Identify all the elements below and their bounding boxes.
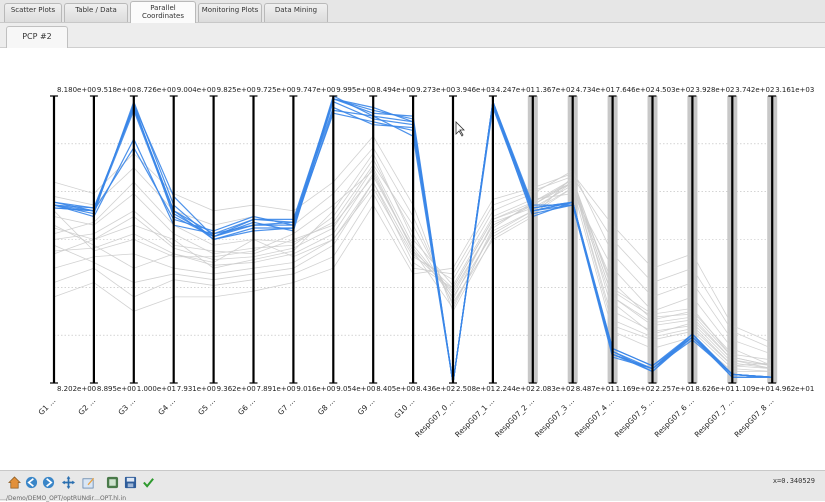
axis-name-label: G4 …: [156, 396, 177, 417]
axis-name-label: G8 …: [316, 396, 337, 417]
sub-tab-bar: PCP #2: [0, 23, 825, 48]
axis-max-label: 8.180e+00: [57, 86, 96, 94]
axis-name-label: G5 …: [196, 396, 217, 417]
save-icon[interactable]: [124, 476, 137, 489]
axis-min-label: 8.626e+01: [695, 385, 734, 393]
axis-name-label: RespG07_3 …: [533, 396, 576, 439]
axis-max-label: 9.725e+00: [257, 86, 296, 94]
bottom-toolbar: x=0.340529 …/Demo/DEMO_OPT/optRUNdir…OPT…: [0, 470, 825, 502]
axis-min-label: 8.895e+00: [97, 385, 136, 393]
axis-max-label: 9.004e+00: [177, 86, 216, 94]
axis-max-label: 9.273e+00: [416, 86, 455, 94]
tab-table-data[interactable]: Table / Data: [64, 3, 128, 22]
axis-min-label: 8.436e+02: [416, 385, 455, 393]
axis-max-label: 9.825e+00: [217, 86, 256, 94]
status-path: …/Demo/DEMO_OPT/optRUNdir…OPT.hl.in: [0, 495, 127, 502]
settings-icon[interactable]: [106, 476, 119, 489]
axis-max-label: 4.247e+01: [496, 86, 535, 94]
axis-max-label: 4.734e+01: [576, 86, 615, 94]
axis-max-label: 3.161e+03: [775, 86, 814, 94]
axis-min-label: 1.000e+01: [137, 385, 176, 393]
axis-min-label: 4.962e+01: [775, 385, 814, 393]
home-icon[interactable]: [8, 476, 21, 489]
tab-scatter-plots[interactable]: Scatter Plots: [4, 3, 62, 22]
axis-min-label: 8.405e+00: [376, 385, 415, 393]
main-tab-bar: Scatter Plots Table / Data Parallel Coor…: [0, 0, 825, 23]
axis-min-label: 8.487e+01: [576, 385, 615, 393]
axis-max-label: 3.928e+02: [695, 86, 734, 94]
axis-max-label: 4.503e+02: [656, 86, 695, 94]
tab-pcp-2[interactable]: PCP #2: [6, 26, 68, 48]
axis-name-label: RespG07_5 …: [613, 396, 656, 439]
axis-name-label: RespG07_1 …: [453, 396, 496, 439]
axis-max-label: 9.747e+00: [296, 86, 335, 94]
axis-max-label: 9.995e+00: [336, 86, 375, 94]
axis-name-label: RespG07_8 …: [733, 396, 776, 439]
axis-name-label: G6 …: [236, 396, 257, 417]
axis-name-label: G3 …: [116, 396, 137, 417]
tab-data-mining[interactable]: Data Mining: [264, 3, 328, 22]
axis-max-label: 3.742e+02: [735, 86, 774, 94]
axis-max-label: 1.367e+02: [536, 86, 575, 94]
move-icon[interactable]: [62, 476, 75, 489]
forward-icon[interactable]: [42, 476, 55, 489]
axis-min-label: 9.054e+00: [336, 385, 375, 393]
axis-min-label: 7.931e+00: [177, 385, 216, 393]
axis-min-label: 1.169e+02: [616, 385, 655, 393]
axis-name-label: G1 …: [37, 396, 58, 417]
axis-min-label: 8.202e+00: [57, 385, 96, 393]
axis-min-label: 2.508e+01: [456, 385, 495, 393]
axis-max-label: 8.726e+00: [137, 86, 176, 94]
axis-min-label: 2.244e+02: [496, 385, 535, 393]
back-icon[interactable]: [25, 476, 38, 489]
axis-min-label: 9.362e+00: [217, 385, 256, 393]
axis-name-label: G9 …: [356, 396, 377, 417]
axis-min-label: 1.109e+01: [735, 385, 774, 393]
axis-name-label: RespG07_2 …: [493, 396, 536, 439]
axis-name-label: G2 …: [76, 396, 97, 417]
axis-min-label: 2.257e+01: [656, 385, 695, 393]
axis-name-label: RespG07_0 …: [413, 396, 456, 439]
axis-max-label: 7.646e+02: [616, 86, 655, 94]
axis-min-label: 9.016e+00: [296, 385, 335, 393]
axis-min-label: 2.083e+02: [536, 385, 575, 393]
axis-max-label: 8.494e+00: [376, 86, 415, 94]
edit-icon[interactable]: [82, 476, 95, 489]
tab-parallel-coordinates[interactable]: Parallel Coordinates: [130, 1, 196, 23]
tab-monitoring-plots[interactable]: Monitoring Plots: [198, 3, 262, 22]
axis-name-label: RespG07_7 …: [693, 396, 736, 439]
axis-name-label: G7 …: [276, 396, 297, 417]
axis-name-label: G10 …: [392, 396, 416, 420]
parallel-coordinates-plot[interactable]: 8.180e+00 8.202e+00 G1 … 9.518e+00 8.895e+00…: [0, 48, 825, 468]
axis-min-label: 7.891e+00: [257, 385, 296, 393]
axis-max-label: 3.946e+03: [456, 86, 495, 94]
axis-name-label: RespG07_4 …: [573, 396, 616, 439]
axis-name-label: RespG07_6 …: [653, 396, 696, 439]
mouse-cursor-icon: [455, 121, 465, 137]
axis-max-label: 9.518e+00: [97, 86, 136, 94]
check-icon[interactable]: [142, 476, 155, 489]
coordinate-readout: x=0.340529: [772, 477, 815, 485]
axes: [50, 95, 777, 384]
